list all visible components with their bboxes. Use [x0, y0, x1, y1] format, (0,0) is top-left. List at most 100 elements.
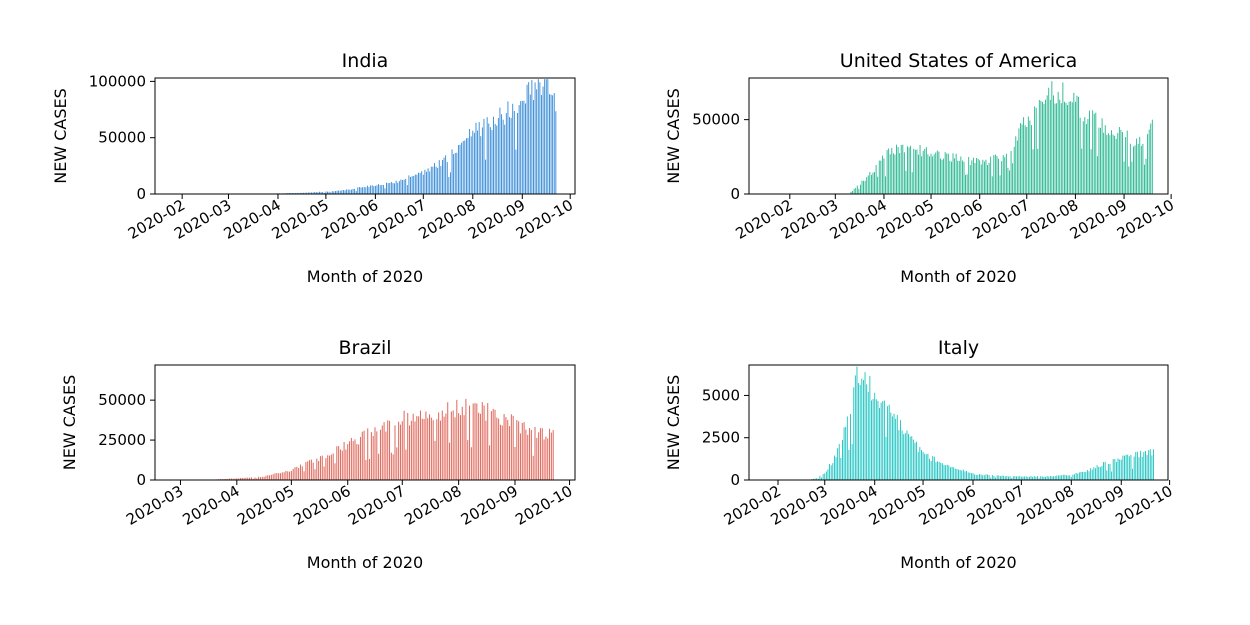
y-axis-label: NEW CASES	[60, 375, 79, 471]
bar	[387, 183, 389, 194]
bar	[496, 125, 498, 194]
bar	[991, 475, 993, 480]
bar	[512, 415, 514, 480]
bar	[861, 378, 863, 480]
bar	[964, 471, 966, 480]
bar	[1046, 475, 1048, 480]
bar	[335, 191, 336, 194]
bar	[1151, 119, 1153, 194]
bar	[374, 185, 376, 194]
bar	[990, 477, 992, 480]
bar	[442, 160, 443, 194]
bar	[1109, 135, 1111, 194]
bar	[383, 422, 385, 480]
bar	[913, 148, 915, 194]
bar	[832, 463, 834, 480]
bar	[1008, 476, 1009, 480]
bar	[512, 103, 514, 194]
bar	[503, 414, 505, 480]
bar	[396, 447, 398, 480]
bar	[405, 178, 407, 194]
bar	[519, 433, 521, 480]
bar	[900, 420, 901, 480]
bar	[909, 436, 911, 480]
bar	[329, 455, 331, 480]
bar	[402, 180, 403, 194]
bar	[891, 416, 893, 480]
bar	[328, 191, 330, 194]
bar	[1129, 143, 1131, 194]
bar	[472, 403, 474, 480]
bar	[866, 177, 868, 194]
bar	[1068, 101, 1070, 194]
bar	[488, 123, 490, 194]
bar	[412, 413, 414, 480]
bar	[1146, 454, 1148, 480]
bar	[871, 400, 872, 480]
bar	[1062, 474, 1064, 480]
bar	[545, 436, 547, 480]
bar	[1041, 476, 1043, 480]
bar	[1087, 118, 1089, 194]
bar	[869, 171, 871, 194]
bar	[988, 475, 990, 480]
y-tick-label: 5000	[702, 386, 740, 404]
bar	[249, 477, 251, 480]
bar	[368, 186, 370, 194]
bar	[476, 403, 478, 480]
bar	[916, 441, 918, 480]
bar	[1115, 138, 1117, 194]
bar	[516, 420, 518, 480]
bar	[301, 466, 303, 480]
bar	[250, 477, 252, 480]
bar	[494, 409, 496, 480]
bar	[285, 470, 287, 480]
bar	[480, 136, 482, 194]
bar	[1033, 476, 1035, 480]
bar	[1093, 467, 1095, 480]
bar	[386, 182, 387, 194]
bar	[1149, 449, 1151, 480]
y-tick-label: 50000	[98, 391, 146, 409]
bar	[980, 474, 982, 480]
bar	[1096, 465, 1098, 480]
bar	[416, 416, 418, 480]
bar	[990, 156, 992, 194]
bar	[267, 475, 269, 480]
bar	[509, 117, 510, 194]
bar	[994, 154, 996, 194]
bar	[230, 478, 232, 480]
bar	[1112, 459, 1114, 480]
chart-title: United States of America	[840, 50, 1077, 72]
bar	[898, 430, 900, 480]
bar	[925, 454, 927, 480]
bar	[859, 384, 861, 480]
bar	[1012, 476, 1014, 480]
bar	[410, 176, 411, 194]
bar	[945, 465, 947, 480]
bar	[245, 477, 247, 480]
bar	[406, 185, 408, 194]
bar	[902, 144, 904, 194]
bar	[225, 478, 227, 480]
bar	[1117, 458, 1119, 480]
chart-title: India	[342, 50, 389, 72]
bar	[837, 448, 839, 480]
bar	[499, 424, 501, 480]
bar	[347, 189, 349, 194]
bar	[378, 184, 380, 194]
bar	[835, 457, 837, 480]
bar	[421, 171, 423, 194]
bar	[445, 155, 447, 194]
bar	[966, 174, 968, 194]
x-axis-label: Month of 2020	[900, 267, 1016, 286]
bar	[996, 475, 998, 480]
bar	[882, 401, 884, 480]
bar	[821, 477, 822, 480]
bar	[523, 422, 525, 480]
bar	[862, 380, 864, 480]
bar	[1130, 454, 1132, 480]
bar	[422, 174, 424, 194]
bar	[315, 192, 317, 194]
bar	[478, 412, 480, 480]
